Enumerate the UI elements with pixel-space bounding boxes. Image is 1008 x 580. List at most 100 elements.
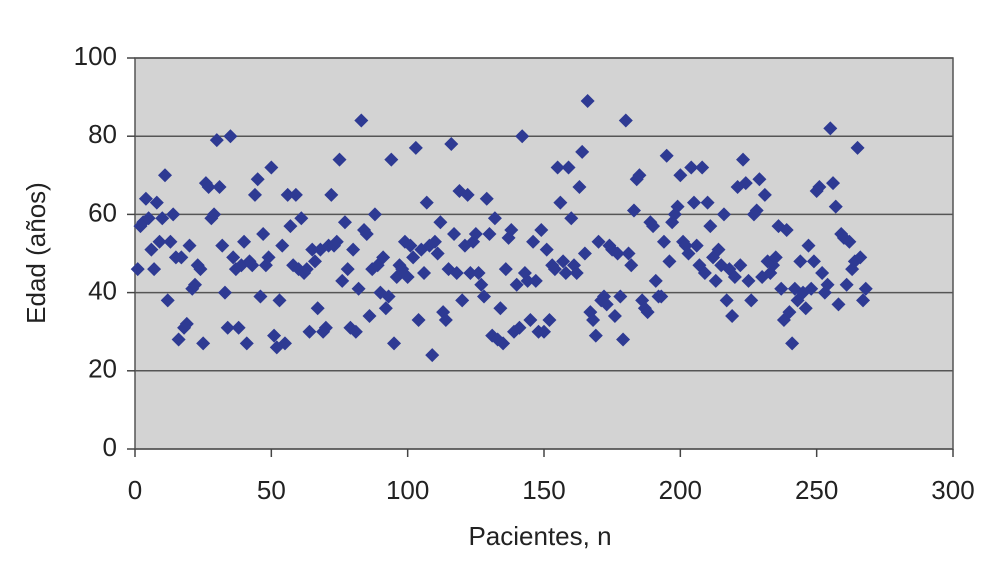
point bbox=[782, 305, 797, 320]
point bbox=[400, 269, 415, 284]
point bbox=[725, 309, 740, 324]
point bbox=[239, 336, 254, 351]
point bbox=[577, 246, 592, 261]
point bbox=[689, 238, 704, 253]
point bbox=[711, 242, 726, 257]
point bbox=[793, 254, 808, 269]
point bbox=[727, 269, 742, 284]
point bbox=[256, 226, 271, 241]
point bbox=[471, 266, 486, 281]
point bbox=[280, 187, 295, 202]
point bbox=[482, 226, 497, 241]
point bbox=[283, 219, 298, 234]
point bbox=[149, 195, 164, 210]
point bbox=[550, 160, 565, 175]
point bbox=[826, 176, 841, 191]
point bbox=[419, 195, 434, 210]
point bbox=[196, 336, 211, 351]
point bbox=[640, 305, 655, 320]
x-tick-label: 50 bbox=[257, 475, 286, 505]
point bbox=[580, 94, 595, 109]
point bbox=[703, 219, 718, 234]
point bbox=[299, 262, 314, 277]
point bbox=[444, 137, 459, 152]
point bbox=[618, 113, 633, 128]
point bbox=[237, 234, 252, 249]
x-tick-label: 0 bbox=[128, 475, 142, 505]
point bbox=[250, 172, 265, 187]
point bbox=[152, 234, 167, 249]
point bbox=[277, 336, 292, 351]
point bbox=[542, 312, 557, 327]
point bbox=[828, 199, 843, 214]
point bbox=[553, 195, 568, 210]
point bbox=[294, 211, 309, 226]
point bbox=[520, 273, 535, 288]
point bbox=[215, 238, 230, 253]
point bbox=[736, 152, 751, 167]
point bbox=[324, 187, 339, 202]
point bbox=[411, 312, 426, 327]
point bbox=[253, 289, 268, 304]
point bbox=[659, 148, 674, 163]
point bbox=[193, 262, 208, 277]
point bbox=[626, 203, 641, 218]
point bbox=[591, 234, 606, 249]
point bbox=[719, 293, 734, 308]
point bbox=[856, 293, 871, 308]
point bbox=[842, 234, 857, 249]
point bbox=[329, 234, 344, 249]
point bbox=[425, 348, 440, 363]
point bbox=[564, 211, 579, 226]
point bbox=[654, 289, 669, 304]
point bbox=[455, 293, 470, 308]
point bbox=[267, 328, 282, 343]
point bbox=[310, 301, 325, 316]
point bbox=[138, 191, 153, 206]
point bbox=[302, 324, 317, 339]
point bbox=[656, 234, 671, 249]
point bbox=[768, 250, 783, 265]
point bbox=[144, 242, 159, 257]
point bbox=[850, 140, 865, 155]
point bbox=[716, 207, 731, 222]
point bbox=[588, 328, 603, 343]
point bbox=[858, 281, 873, 296]
point bbox=[207, 207, 222, 222]
point bbox=[498, 262, 513, 277]
y-tick-label: 60 bbox=[88, 197, 117, 227]
point bbox=[166, 207, 181, 222]
point bbox=[231, 320, 246, 335]
point bbox=[599, 297, 614, 312]
point bbox=[733, 258, 748, 273]
point bbox=[408, 140, 423, 155]
point bbox=[460, 187, 475, 202]
point bbox=[801, 238, 816, 253]
point bbox=[741, 273, 756, 288]
point bbox=[160, 293, 175, 308]
point bbox=[427, 234, 442, 249]
point bbox=[515, 129, 530, 144]
point bbox=[493, 301, 508, 316]
point bbox=[141, 211, 156, 226]
point bbox=[738, 176, 753, 191]
point bbox=[572, 180, 587, 195]
point bbox=[351, 281, 366, 296]
point bbox=[212, 180, 227, 195]
point bbox=[182, 238, 197, 253]
point bbox=[774, 281, 789, 296]
point bbox=[558, 266, 573, 281]
point bbox=[646, 219, 661, 234]
point bbox=[354, 113, 369, 128]
x-tick-label: 150 bbox=[522, 475, 565, 505]
x-tick-label: 200 bbox=[659, 475, 702, 505]
point bbox=[586, 312, 601, 327]
point bbox=[662, 254, 677, 269]
x-tick-label: 300 bbox=[931, 475, 974, 505]
point bbox=[147, 262, 162, 277]
point bbox=[474, 277, 489, 292]
point bbox=[610, 246, 625, 261]
point bbox=[275, 238, 290, 253]
point bbox=[523, 312, 538, 327]
